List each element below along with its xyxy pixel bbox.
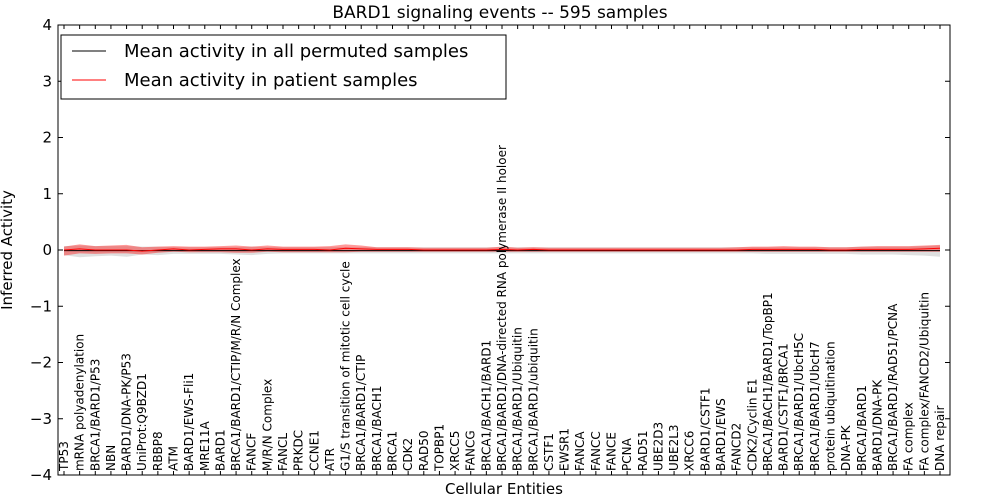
y-tick-label: −4 bbox=[30, 466, 52, 484]
category-label: FANCA bbox=[573, 431, 587, 471]
y-tick-label: 4 bbox=[42, 16, 52, 34]
category-label: FANCE bbox=[605, 432, 619, 471]
category-label: BRCA1/BACH1/BARD1 bbox=[479, 340, 493, 471]
category-label: BARD1/DNA-PK/P53 bbox=[120, 353, 134, 471]
confidence-bands bbox=[64, 244, 940, 258]
band-patient bbox=[64, 244, 940, 256]
category-label: TOPBP1 bbox=[432, 424, 446, 472]
category-label: BRCA1/BARD1/RAD51/PCNA bbox=[886, 303, 900, 471]
category-label: BRCA1 bbox=[386, 431, 400, 471]
category-label: XRCC5 bbox=[448, 431, 462, 471]
category-label: BARD1 bbox=[213, 429, 227, 471]
series-line-patient bbox=[63, 247, 941, 252]
category-label: NBN bbox=[104, 445, 118, 471]
category-label: CCNE1 bbox=[307, 430, 321, 471]
category-label: XRCC6 bbox=[683, 431, 697, 471]
category-label: RBBP8 bbox=[151, 431, 165, 471]
legend-box bbox=[60, 34, 507, 100]
category-label: UBE2L3 bbox=[667, 424, 681, 471]
category-label: FANCC bbox=[589, 431, 603, 471]
category-label: protein ubiquitination bbox=[824, 341, 838, 471]
category-label: TP53 bbox=[57, 441, 71, 472]
y-axis-ticks: −4 −3 −2 −1 0 1 2 3 4 bbox=[30, 16, 950, 484]
plot-frame bbox=[57, 24, 951, 476]
y-tick-label: −3 bbox=[30, 410, 52, 428]
category-label: RAD51 bbox=[636, 430, 650, 471]
category-label: BRCA1/BARD1/DNA-directed RNA polymerase … bbox=[495, 145, 509, 471]
category-label: PCNA bbox=[620, 437, 634, 471]
category-label: BRCA1/BARD1/CTIP/M/R/N Complex bbox=[229, 258, 243, 471]
category-label: BRCA1/BACH1/BARD1/TopBP1 bbox=[761, 292, 775, 471]
category-label: G1/S transition of mitotic cell cycle bbox=[339, 261, 353, 471]
category-label: BARD1/EWS-Fli1 bbox=[182, 373, 196, 471]
category-label: DNA-PK bbox=[839, 424, 853, 471]
category-label: FANCD2 bbox=[730, 423, 744, 471]
category-label: CDK2 bbox=[401, 438, 415, 471]
category-label: ATM bbox=[167, 446, 181, 471]
category-label: CSTF1 bbox=[542, 433, 556, 471]
band-permuted bbox=[64, 245, 940, 258]
category-label: EWSR1 bbox=[558, 428, 572, 471]
y-tick-label: −2 bbox=[30, 354, 52, 372]
category-label: DNA repair bbox=[933, 405, 947, 471]
category-label: BRCA1/BARD1 bbox=[855, 385, 869, 471]
category-label: BARD1/CSTF1 bbox=[698, 387, 712, 471]
category-label: mRNA polyadenylation bbox=[73, 334, 87, 471]
y-tick-label: 3 bbox=[42, 72, 52, 90]
chart-title: BARD1 signaling events -- 595 samples bbox=[332, 3, 667, 23]
y-tick-label: 0 bbox=[42, 241, 52, 259]
category-label: FA complex bbox=[902, 402, 916, 471]
category-labels: TP53 mRNA polyadenylation BRCA1/BARD1/P53 N… bbox=[57, 145, 947, 472]
legend: Mean activity in all permuted samples Me… bbox=[60, 34, 507, 100]
category-label: UniProt:Q9BZD1 bbox=[135, 373, 149, 471]
category-label: BRCA1/BARD1/UbcH7 bbox=[808, 341, 822, 471]
category-label: PRKDC bbox=[292, 430, 306, 471]
y-tick-label: −1 bbox=[30, 297, 52, 315]
category-label: BRCA1/BARD1/UbcH5C bbox=[792, 333, 806, 471]
category-label: BRCA1/BACH1 bbox=[370, 385, 384, 471]
category-label: MRE11A bbox=[198, 420, 212, 471]
category-label: UBE2D3 bbox=[651, 422, 665, 471]
category-label: CDK2/Cyclin E1 bbox=[745, 378, 759, 471]
category-label: BRCA1/BARD1/CTIP bbox=[354, 355, 368, 471]
category-label: BRCA1/BARD1/ubiquitin bbox=[526, 328, 540, 471]
category-label: ATR bbox=[323, 448, 337, 471]
category-label: BRCA1/BARD1/Ubiquitin bbox=[511, 327, 525, 471]
category-label: RAD50 bbox=[417, 430, 431, 471]
category-label: FANCL bbox=[276, 433, 290, 471]
category-label: BARD1/DNA-PK bbox=[870, 379, 884, 471]
y-axis-label: Inferred Activity bbox=[0, 190, 16, 310]
legend-label-patient: Mean activity in patient samples bbox=[124, 70, 418, 91]
x-axis-label: Cellular Entities bbox=[445, 480, 563, 498]
category-label: BRCA1/BARD1/P53 bbox=[88, 359, 102, 471]
category-label: M/R/N Complex bbox=[260, 379, 274, 471]
y-tick-label: 2 bbox=[42, 129, 52, 147]
category-label: BARD1/EWS bbox=[714, 398, 728, 471]
legend-label-permuted: Mean activity in all permuted samples bbox=[124, 41, 468, 62]
category-label: FANCF bbox=[245, 433, 259, 471]
category-label: BARD1/CSTF1/BRCA1 bbox=[777, 343, 791, 471]
series-lines bbox=[63, 247, 941, 252]
y-tick-label: 1 bbox=[42, 185, 52, 203]
category-label: FA complex/FANCD2/Ubiquitin bbox=[917, 292, 931, 471]
category-label: FANCG bbox=[464, 430, 478, 471]
